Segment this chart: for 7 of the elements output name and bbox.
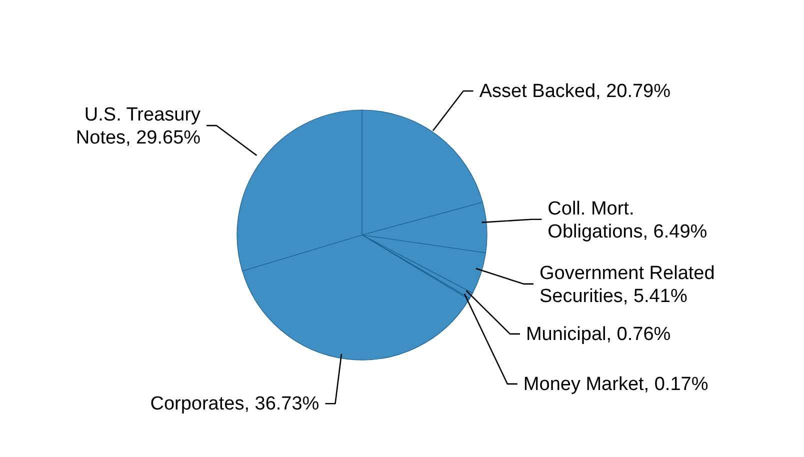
slice-label: Municipal, 0.76% [526, 324, 671, 345]
slice-label: Money Market, 0.17% [523, 374, 708, 395]
slice-label: Coll. Mort. Obligations, 6.49% [548, 198, 708, 242]
slice-label: Government Related Securities, 5.41% [539, 262, 715, 307]
slice-label: Asset Backed, 20.79% [479, 81, 671, 102]
slice-label: U.S. Treasury Notes, 29.65% [76, 104, 202, 149]
slice-label: Corporates, 36.73% [150, 394, 320, 415]
